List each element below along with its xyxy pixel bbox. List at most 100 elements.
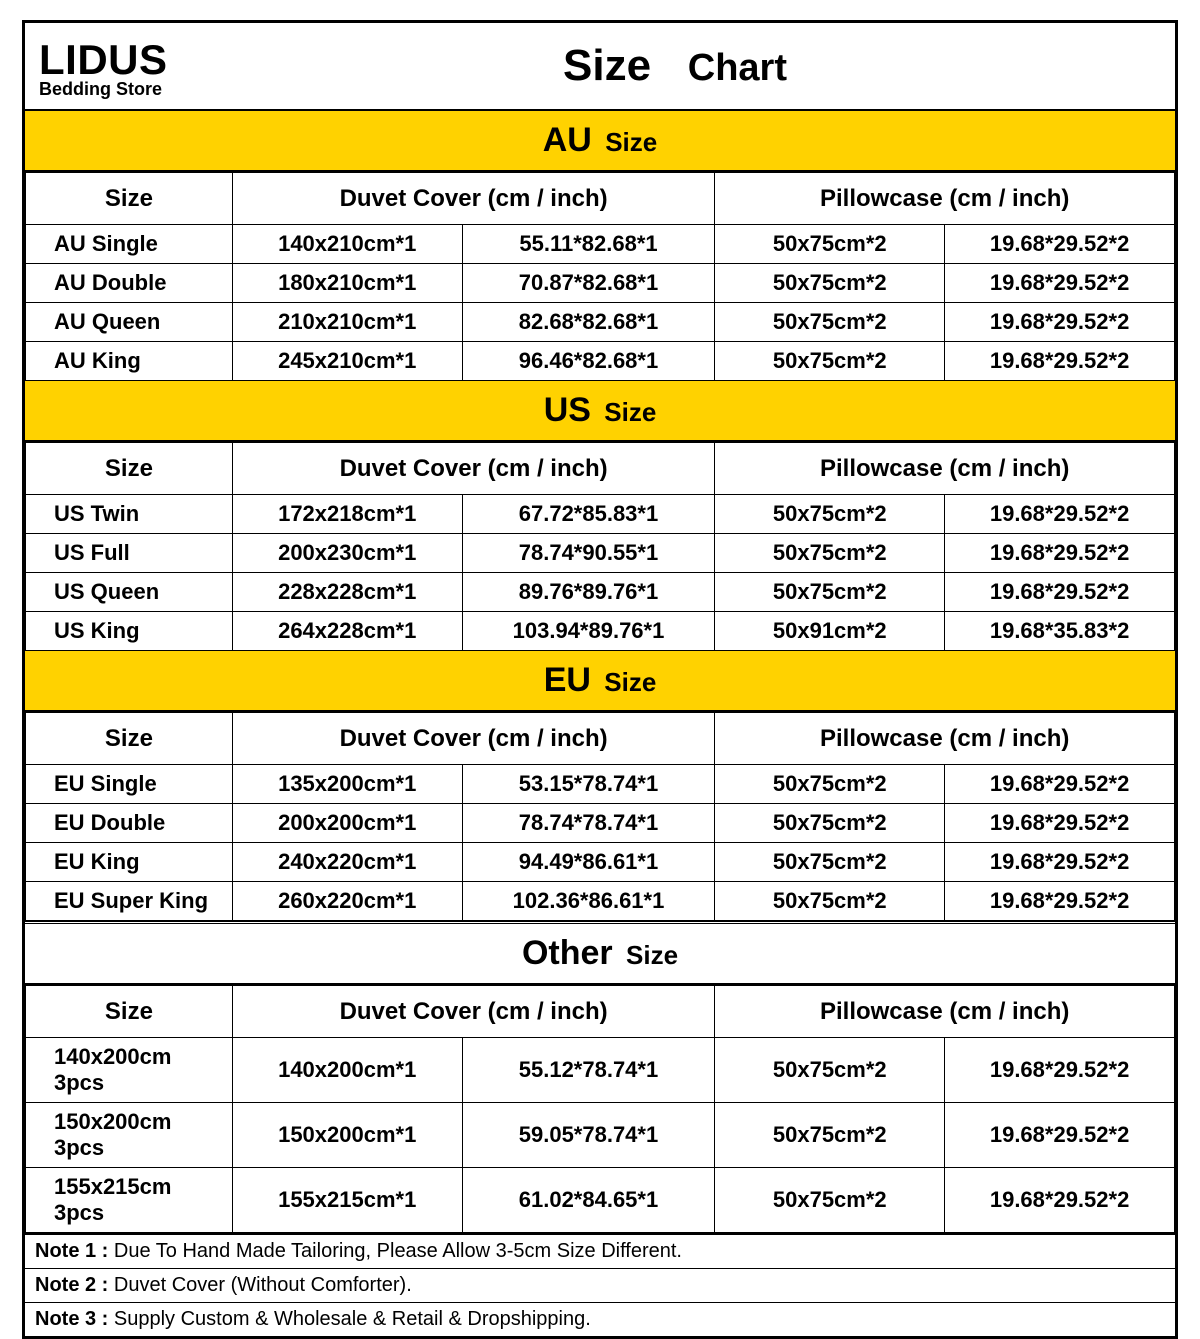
cell-pillow-cm: 50x75cm*2 — [715, 1103, 945, 1168]
cell-size: EU Super King — [26, 882, 233, 921]
col-duvet-header: Duvet Cover (cm / inch) — [232, 986, 715, 1038]
cell-size: AU King — [26, 342, 233, 381]
cell-duvet-cm: 240x220cm*1 — [232, 843, 462, 882]
sections-host: AU SizeSizeDuvet Cover (cm / inch)Pillow… — [25, 111, 1175, 1233]
cell-pillow-in: 19.68*35.83*2 — [945, 612, 1175, 651]
table-row: AU Queen210x210cm*182.68*82.68*150x75cm*… — [26, 303, 1175, 342]
cell-size: US Full — [26, 534, 233, 573]
banner-small: Size — [626, 940, 678, 970]
size-table: SizeDuvet Cover (cm / inch)Pillowcase (c… — [25, 442, 1175, 651]
cell-pillow-in: 19.68*29.52*2 — [945, 225, 1175, 264]
table-row: US Full200x230cm*178.74*90.55*150x75cm*2… — [26, 534, 1175, 573]
cell-duvet-in: 89.76*89.76*1 — [462, 573, 715, 612]
cell-pillow-cm: 50x75cm*2 — [715, 495, 945, 534]
cell-pillow-cm: 50x75cm*2 — [715, 342, 945, 381]
brand-name: LIDUS — [39, 39, 325, 81]
table-row: EU Single135x200cm*153.15*78.74*150x75cm… — [26, 765, 1175, 804]
table-row: AU King245x210cm*196.46*82.68*150x75cm*2… — [26, 342, 1175, 381]
col-duvet-header: Duvet Cover (cm / inch) — [232, 443, 715, 495]
size-table: SizeDuvet Cover (cm / inch)Pillowcase (c… — [25, 985, 1175, 1233]
cell-pillow-cm: 50x75cm*2 — [715, 225, 945, 264]
note-line: Note 3 : Supply Custom & Wholesale & Ret… — [25, 1302, 1175, 1336]
cell-pillow-in: 19.68*29.52*2 — [945, 303, 1175, 342]
cell-pillow-cm: 50x75cm*2 — [715, 804, 945, 843]
cell-duvet-in: 103.94*89.76*1 — [462, 612, 715, 651]
cell-pillow-cm: 50x75cm*2 — [715, 843, 945, 882]
table-header-row: SizeDuvet Cover (cm / inch)Pillowcase (c… — [26, 173, 1175, 225]
table-row: EU Double200x200cm*178.74*78.74*150x75cm… — [26, 804, 1175, 843]
cell-size: 155x215cm 3pcs — [26, 1168, 233, 1233]
cell-duvet-in: 61.02*84.65*1 — [462, 1168, 715, 1233]
note-label: Note 3 : — [35, 1308, 108, 1330]
table-header-row: SizeDuvet Cover (cm / inch)Pillowcase (c… — [26, 986, 1175, 1038]
page-title: Size Chart — [325, 41, 1175, 91]
title-big: Size — [563, 41, 651, 90]
table-row: US King264x228cm*1103.94*89.76*150x91cm*… — [26, 612, 1175, 651]
cell-duvet-in: 67.72*85.83*1 — [462, 495, 715, 534]
cell-pillow-cm: 50x75cm*2 — [715, 1038, 945, 1103]
cell-duvet-cm: 260x220cm*1 — [232, 882, 462, 921]
cell-size: AU Queen — [26, 303, 233, 342]
cell-duvet-cm: 140x210cm*1 — [232, 225, 462, 264]
table-row: EU Super King260x220cm*1102.36*86.61*150… — [26, 882, 1175, 921]
brand-block: LIDUS Bedding Store — [25, 33, 325, 100]
col-pillow-header: Pillowcase (cm / inch) — [715, 986, 1175, 1038]
section-banner: EU Size — [25, 651, 1175, 712]
cell-pillow-in: 19.68*29.52*2 — [945, 264, 1175, 303]
cell-pillow-in: 19.68*29.52*2 — [945, 765, 1175, 804]
cell-size: EU King — [26, 843, 233, 882]
banner-small: Size — [604, 667, 656, 697]
cell-duvet-in: 94.49*86.61*1 — [462, 843, 715, 882]
cell-pillow-in: 19.68*29.52*2 — [945, 804, 1175, 843]
table-header-row: SizeDuvet Cover (cm / inch)Pillowcase (c… — [26, 713, 1175, 765]
cell-duvet-cm: 180x210cm*1 — [232, 264, 462, 303]
cell-duvet-in: 102.36*86.61*1 — [462, 882, 715, 921]
cell-pillow-cm: 50x75cm*2 — [715, 765, 945, 804]
note-line: Note 1 : Due To Hand Made Tailoring, Ple… — [25, 1235, 1175, 1268]
col-size-header: Size — [26, 443, 233, 495]
cell-pillow-cm: 50x75cm*2 — [715, 264, 945, 303]
cell-duvet-in: 70.87*82.68*1 — [462, 264, 715, 303]
cell-pillow-in: 19.68*29.52*2 — [945, 1168, 1175, 1233]
note-label: Note 2 : — [35, 1274, 108, 1296]
cell-pillow-in: 19.68*29.52*2 — [945, 882, 1175, 921]
cell-pillow-in: 19.68*29.52*2 — [945, 843, 1175, 882]
cell-duvet-cm: 245x210cm*1 — [232, 342, 462, 381]
cell-size: 140x200cm 3pcs — [26, 1038, 233, 1103]
cell-pillow-in: 19.68*29.52*2 — [945, 573, 1175, 612]
cell-pillow-in: 19.68*29.52*2 — [945, 495, 1175, 534]
cell-duvet-cm: 200x230cm*1 — [232, 534, 462, 573]
cell-duvet-in: 55.12*78.74*1 — [462, 1038, 715, 1103]
cell-size: US Queen — [26, 573, 233, 612]
cell-pillow-in: 19.68*29.52*2 — [945, 1103, 1175, 1168]
table-row: US Queen228x228cm*189.76*89.76*150x75cm*… — [26, 573, 1175, 612]
cell-duvet-cm: 200x200cm*1 — [232, 804, 462, 843]
col-duvet-header: Duvet Cover (cm / inch) — [232, 713, 715, 765]
note-line: Note 2 : Duvet Cover (Without Comforter)… — [25, 1268, 1175, 1302]
table-row: 140x200cm 3pcs140x200cm*155.12*78.74*150… — [26, 1038, 1175, 1103]
col-duvet-header: Duvet Cover (cm / inch) — [232, 173, 715, 225]
note-text: Supply Custom & Wholesale & Retail & Dro… — [108, 1308, 590, 1330]
cell-duvet-cm: 155x215cm*1 — [232, 1168, 462, 1233]
cell-duvet-in: 59.05*78.74*1 — [462, 1103, 715, 1168]
notes-block: Note 1 : Due To Hand Made Tailoring, Ple… — [25, 1233, 1175, 1336]
cell-duvet-in: 82.68*82.68*1 — [462, 303, 715, 342]
cell-duvet-cm: 150x200cm*1 — [232, 1103, 462, 1168]
cell-pillow-cm: 50x91cm*2 — [715, 612, 945, 651]
cell-pillow-in: 19.68*29.52*2 — [945, 1038, 1175, 1103]
cell-size: EU Single — [26, 765, 233, 804]
cell-duvet-cm: 264x228cm*1 — [232, 612, 462, 651]
col-size-header: Size — [26, 173, 233, 225]
col-pillow-header: Pillowcase (cm / inch) — [715, 443, 1175, 495]
cell-pillow-cm: 50x75cm*2 — [715, 573, 945, 612]
note-text: Duvet Cover (Without Comforter). — [108, 1274, 411, 1296]
size-chart-container: LIDUS Bedding Store Size Chart AU SizeSi… — [22, 20, 1178, 1339]
table-row: AU Double180x210cm*170.87*82.68*150x75cm… — [26, 264, 1175, 303]
cell-duvet-in: 78.74*78.74*1 — [462, 804, 715, 843]
cell-size: US Twin — [26, 495, 233, 534]
section-banner: Other Size — [25, 921, 1175, 985]
section-banner: US Size — [25, 381, 1175, 442]
cell-duvet-cm: 210x210cm*1 — [232, 303, 462, 342]
cell-duvet-cm: 172x218cm*1 — [232, 495, 462, 534]
cell-duvet-in: 53.15*78.74*1 — [462, 765, 715, 804]
